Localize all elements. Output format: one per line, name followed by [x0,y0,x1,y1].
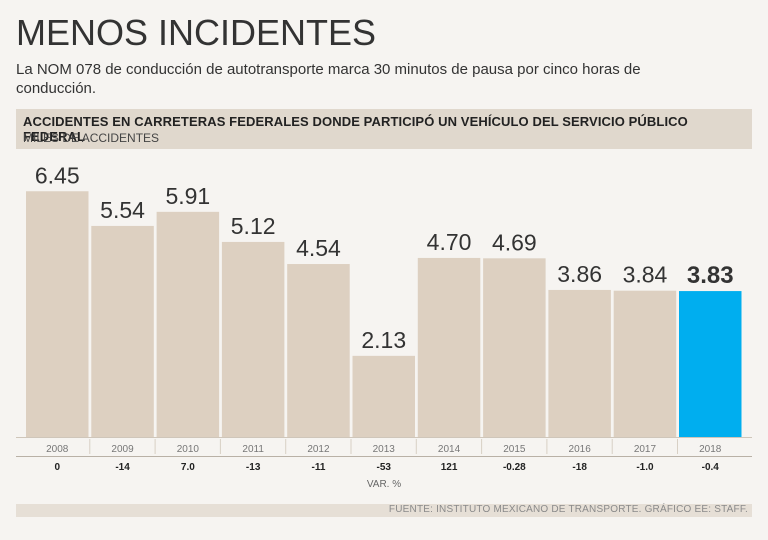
variation-label-2015: -0.28 [503,462,526,473]
bar-2015 [483,258,546,437]
value-label-2011: 5.12 [231,213,276,239]
value-label-2009: 5.54 [100,197,145,223]
year-label-2009: 2009 [111,444,134,455]
year-label-2012: 2012 [307,444,330,455]
variation-label-2011: -13 [246,462,261,473]
bar-2008 [26,191,89,437]
bar-2010 [156,211,220,437]
source-band: FUENTE: INSTITUTO MEXICANO DE TRANSPORTE… [16,504,752,517]
page-subtitle: La NOM 078 de conducción de autotranspor… [16,61,641,97]
variation-label-2012: -11 [311,462,325,473]
bar-2016 [548,289,611,437]
value-label-2014: 4.70 [427,229,472,255]
chart-unit-label: MILES DE ACCIDENTES [23,131,160,145]
bar-2018 [679,291,742,437]
value-label-2012: 4.54 [296,235,341,261]
variation-caption: VAR. % [366,479,402,490]
bar-2009 [91,225,154,437]
year-label-2010: 2010 [177,444,200,455]
bar-2013 [352,355,415,437]
bar-2014 [417,257,481,437]
variation-label-2018: -0.4 [702,462,720,473]
value-label-2017: 3.84 [623,262,668,288]
year-label-2015: 2015 [503,444,526,455]
variation-label-2009: -14 [115,462,130,473]
bar-2012 [287,264,350,437]
variation-label-2014: 121 [441,462,458,473]
variation-label-2008: 0 [54,462,60,473]
variation-label-2016: -18 [572,462,587,473]
bar-2011 [221,241,285,437]
variation-label-2013: -53 [377,462,392,473]
year-label-2018: 2018 [699,444,722,455]
value-label-2008: 6.45 [35,162,80,188]
chart-title: ACCIDENTES EN CARRETERAS FEDERALES DONDE… [23,114,688,144]
chart-header: ACCIDENTES EN CARRETERAS FEDERALES DONDE… [16,109,752,149]
source-note: FUENTE: INSTITUTO MEXICANO DE TRANSPORTE… [388,504,748,515]
page-title: MENOS INCIDENTES [16,12,377,53]
value-label-2013: 2.13 [361,327,406,353]
year-label-2016: 2016 [569,444,592,455]
year-label-2011: 2011 [242,444,264,455]
bar-2017 [613,290,677,437]
value-label-2018: 3.83 [687,262,734,289]
value-label-2010: 5.91 [165,183,210,209]
year-label-2013: 2013 [373,444,396,455]
variation-label-2017: -1.0 [636,462,654,473]
year-label-2014: 2014 [438,444,461,455]
variation-label-2010: 7.0 [181,462,195,473]
value-label-2015: 4.69 [492,229,537,255]
year-label-2017: 2017 [634,444,657,455]
value-label-2016: 3.86 [557,261,602,287]
year-label-2008: 2008 [46,444,69,455]
